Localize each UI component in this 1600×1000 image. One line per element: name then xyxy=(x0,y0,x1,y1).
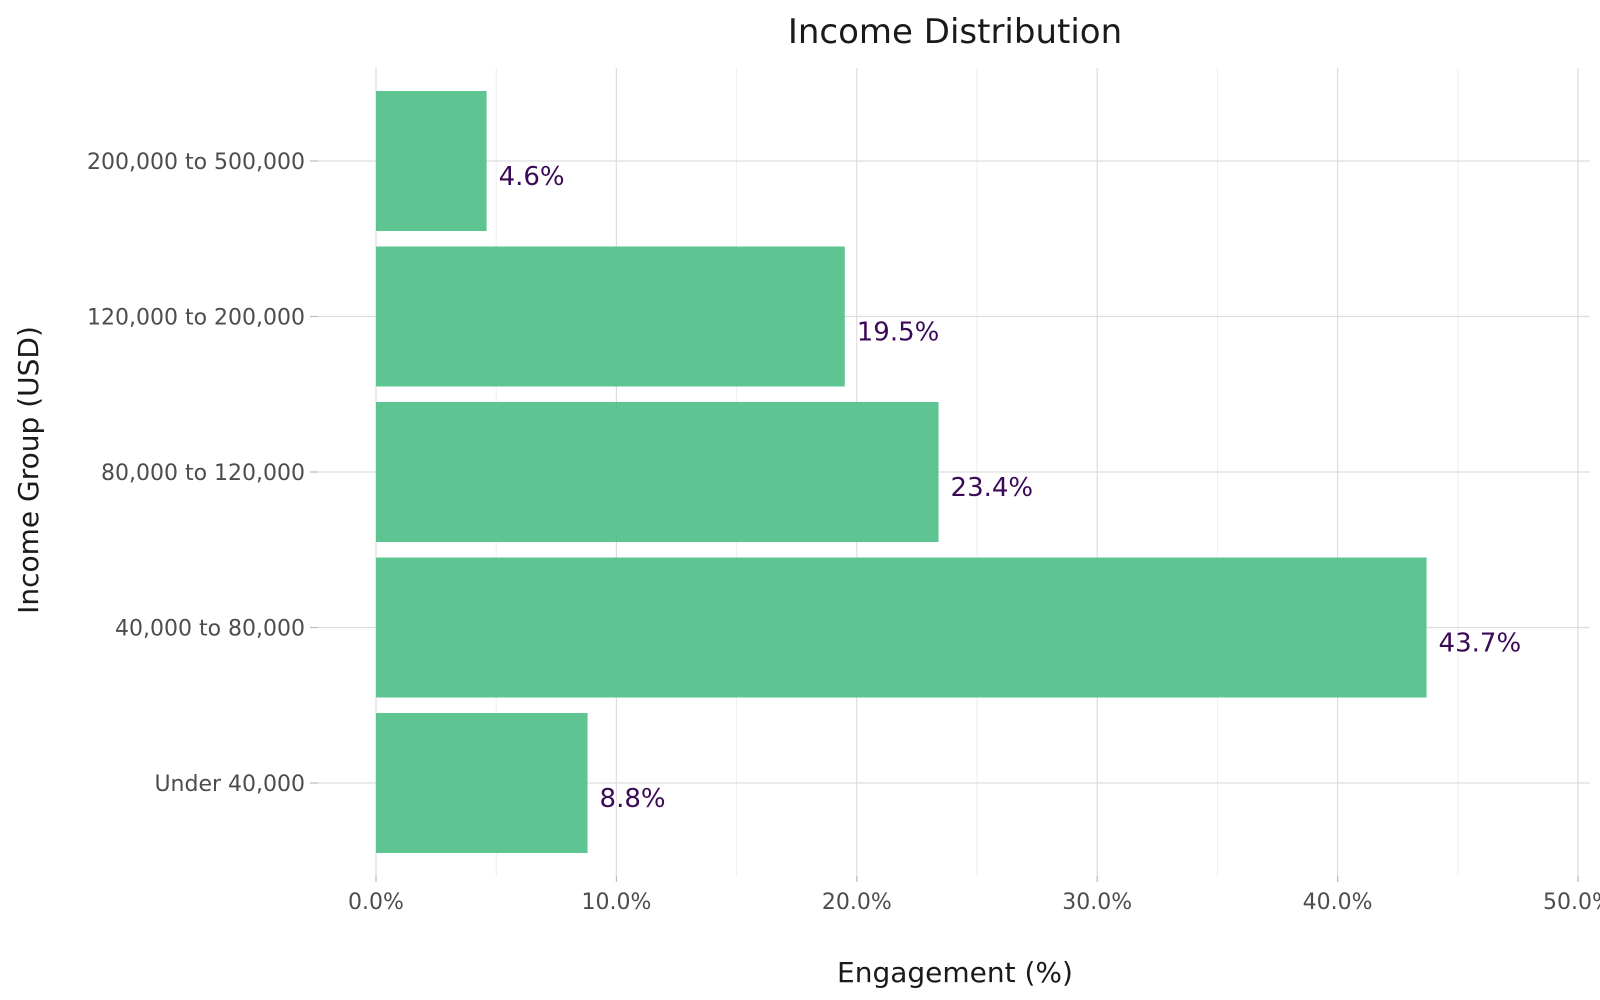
x-tick-label: 30.0% xyxy=(1062,890,1132,915)
bar xyxy=(376,246,845,387)
bar xyxy=(376,557,1427,698)
bars xyxy=(376,91,1427,853)
bar-value-label: 19.5% xyxy=(857,318,940,348)
x-tick-label: 40.0% xyxy=(1303,890,1373,915)
y-axis-title: Income Group (USD) xyxy=(12,326,45,614)
bar-value-label: 4.6% xyxy=(499,162,565,192)
bar-value-label: 43.7% xyxy=(1439,629,1522,659)
y-tick-label: 200,000 to 500,000 xyxy=(87,150,305,175)
y-tick-label: 80,000 to 120,000 xyxy=(101,461,305,486)
x-tick-label: 20.0% xyxy=(822,890,892,915)
x-tick-label: 50.0% xyxy=(1543,890,1600,915)
bar xyxy=(376,91,487,231)
x-tick-label: 0.0% xyxy=(348,890,404,915)
bar-value-label: 8.8% xyxy=(600,784,666,814)
bar xyxy=(376,402,939,542)
axis-ticks: 0.0% 10.0% 20.0% 30.0% 40.0% 50.0% Under 40,00… xyxy=(87,150,1600,915)
y-tick-label: Under 40,000 xyxy=(154,772,305,797)
chart-title: Income Distribution xyxy=(788,12,1122,52)
data-labels: 8.8% 43.7% 23.4% 19.5% 4.6% xyxy=(499,162,1522,814)
y-tick-label: 40,000 to 80,000 xyxy=(115,617,305,642)
x-axis-title: Engagement (%) xyxy=(837,956,1073,989)
x-tick-label: 10.0% xyxy=(581,890,651,915)
bar xyxy=(376,713,588,853)
y-tick-label: 120,000 to 200,000 xyxy=(87,306,305,331)
bar-value-label: 23.4% xyxy=(951,473,1034,503)
